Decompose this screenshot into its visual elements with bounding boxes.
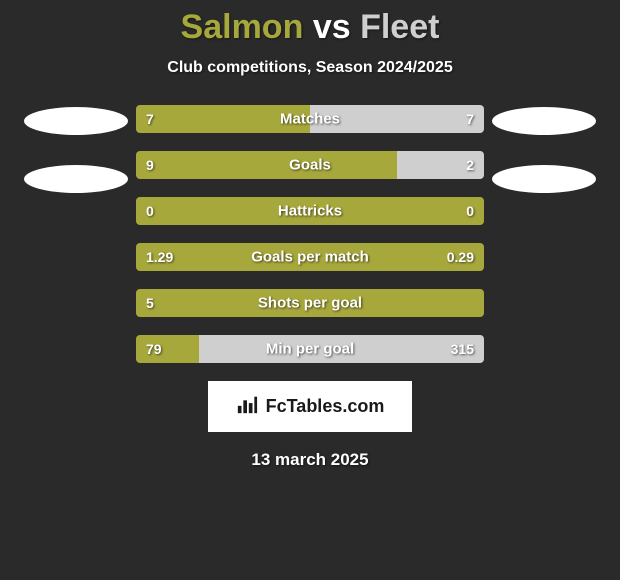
title: Salmon vs Fleet xyxy=(181,8,440,47)
stat-right-value: 0.29 xyxy=(447,249,474,265)
player1-marker-2 xyxy=(24,165,128,193)
stat-bar: 9 2 Goals xyxy=(136,151,484,179)
stat-left-value: 7 xyxy=(146,111,154,127)
comparison-card: Salmon vs Fleet Club competitions, Seaso… xyxy=(0,0,620,580)
stat-left-value: 79 xyxy=(146,341,162,357)
player1-marker-1 xyxy=(24,107,128,135)
stat-bar: 1.29 0.29 Goals per match xyxy=(136,243,484,271)
player2-marker-2 xyxy=(492,165,596,193)
stat-label: Hattricks xyxy=(278,203,342,220)
date-text: 13 march 2025 xyxy=(251,450,368,470)
stat-bar-left-fill xyxy=(136,151,397,179)
stat-left-value: 0 xyxy=(146,203,154,219)
branding-badge: FcTables.com xyxy=(208,381,413,432)
stat-left-value: 5 xyxy=(146,295,154,311)
player2-marker-1 xyxy=(492,107,596,135)
title-player2: Fleet xyxy=(360,8,439,46)
stat-right-value: 2 xyxy=(466,157,474,173)
stat-bar: 7 7 Matches xyxy=(136,105,484,133)
stat-bars: 7 7 Matches 9 2 Goals 0 0 Hattricks 1.29 0.29 Goals… xyxy=(136,105,484,363)
stat-label: Goals xyxy=(289,157,331,174)
stat-bar: 0 0 Hattricks xyxy=(136,197,484,225)
stat-bar: 5 Shots per goal xyxy=(136,289,484,317)
chart-icon xyxy=(236,393,258,420)
title-vs: vs xyxy=(313,8,351,46)
title-player1: Salmon xyxy=(181,8,304,46)
branding-text: FcTables.com xyxy=(266,396,385,417)
stat-left-value: 1.29 xyxy=(146,249,173,265)
stat-bar: 79 315 Min per goal xyxy=(136,335,484,363)
stat-right-value: 0 xyxy=(466,203,474,219)
stat-right-value: 315 xyxy=(451,341,474,357)
stat-label: Min per goal xyxy=(266,341,354,358)
stat-right-value: 7 xyxy=(466,111,474,127)
stat-label: Shots per goal xyxy=(258,295,362,312)
left-ellipse-col xyxy=(16,105,136,193)
stats-area: 7 7 Matches 9 2 Goals 0 0 Hattricks 1.29 0.29 Goals… xyxy=(0,105,620,363)
right-ellipse-col xyxy=(484,105,604,193)
subtitle: Club competitions, Season 2024/2025 xyxy=(167,59,452,77)
stat-label: Matches xyxy=(280,111,340,128)
stat-label: Goals per match xyxy=(251,249,369,266)
stat-left-value: 9 xyxy=(146,157,154,173)
